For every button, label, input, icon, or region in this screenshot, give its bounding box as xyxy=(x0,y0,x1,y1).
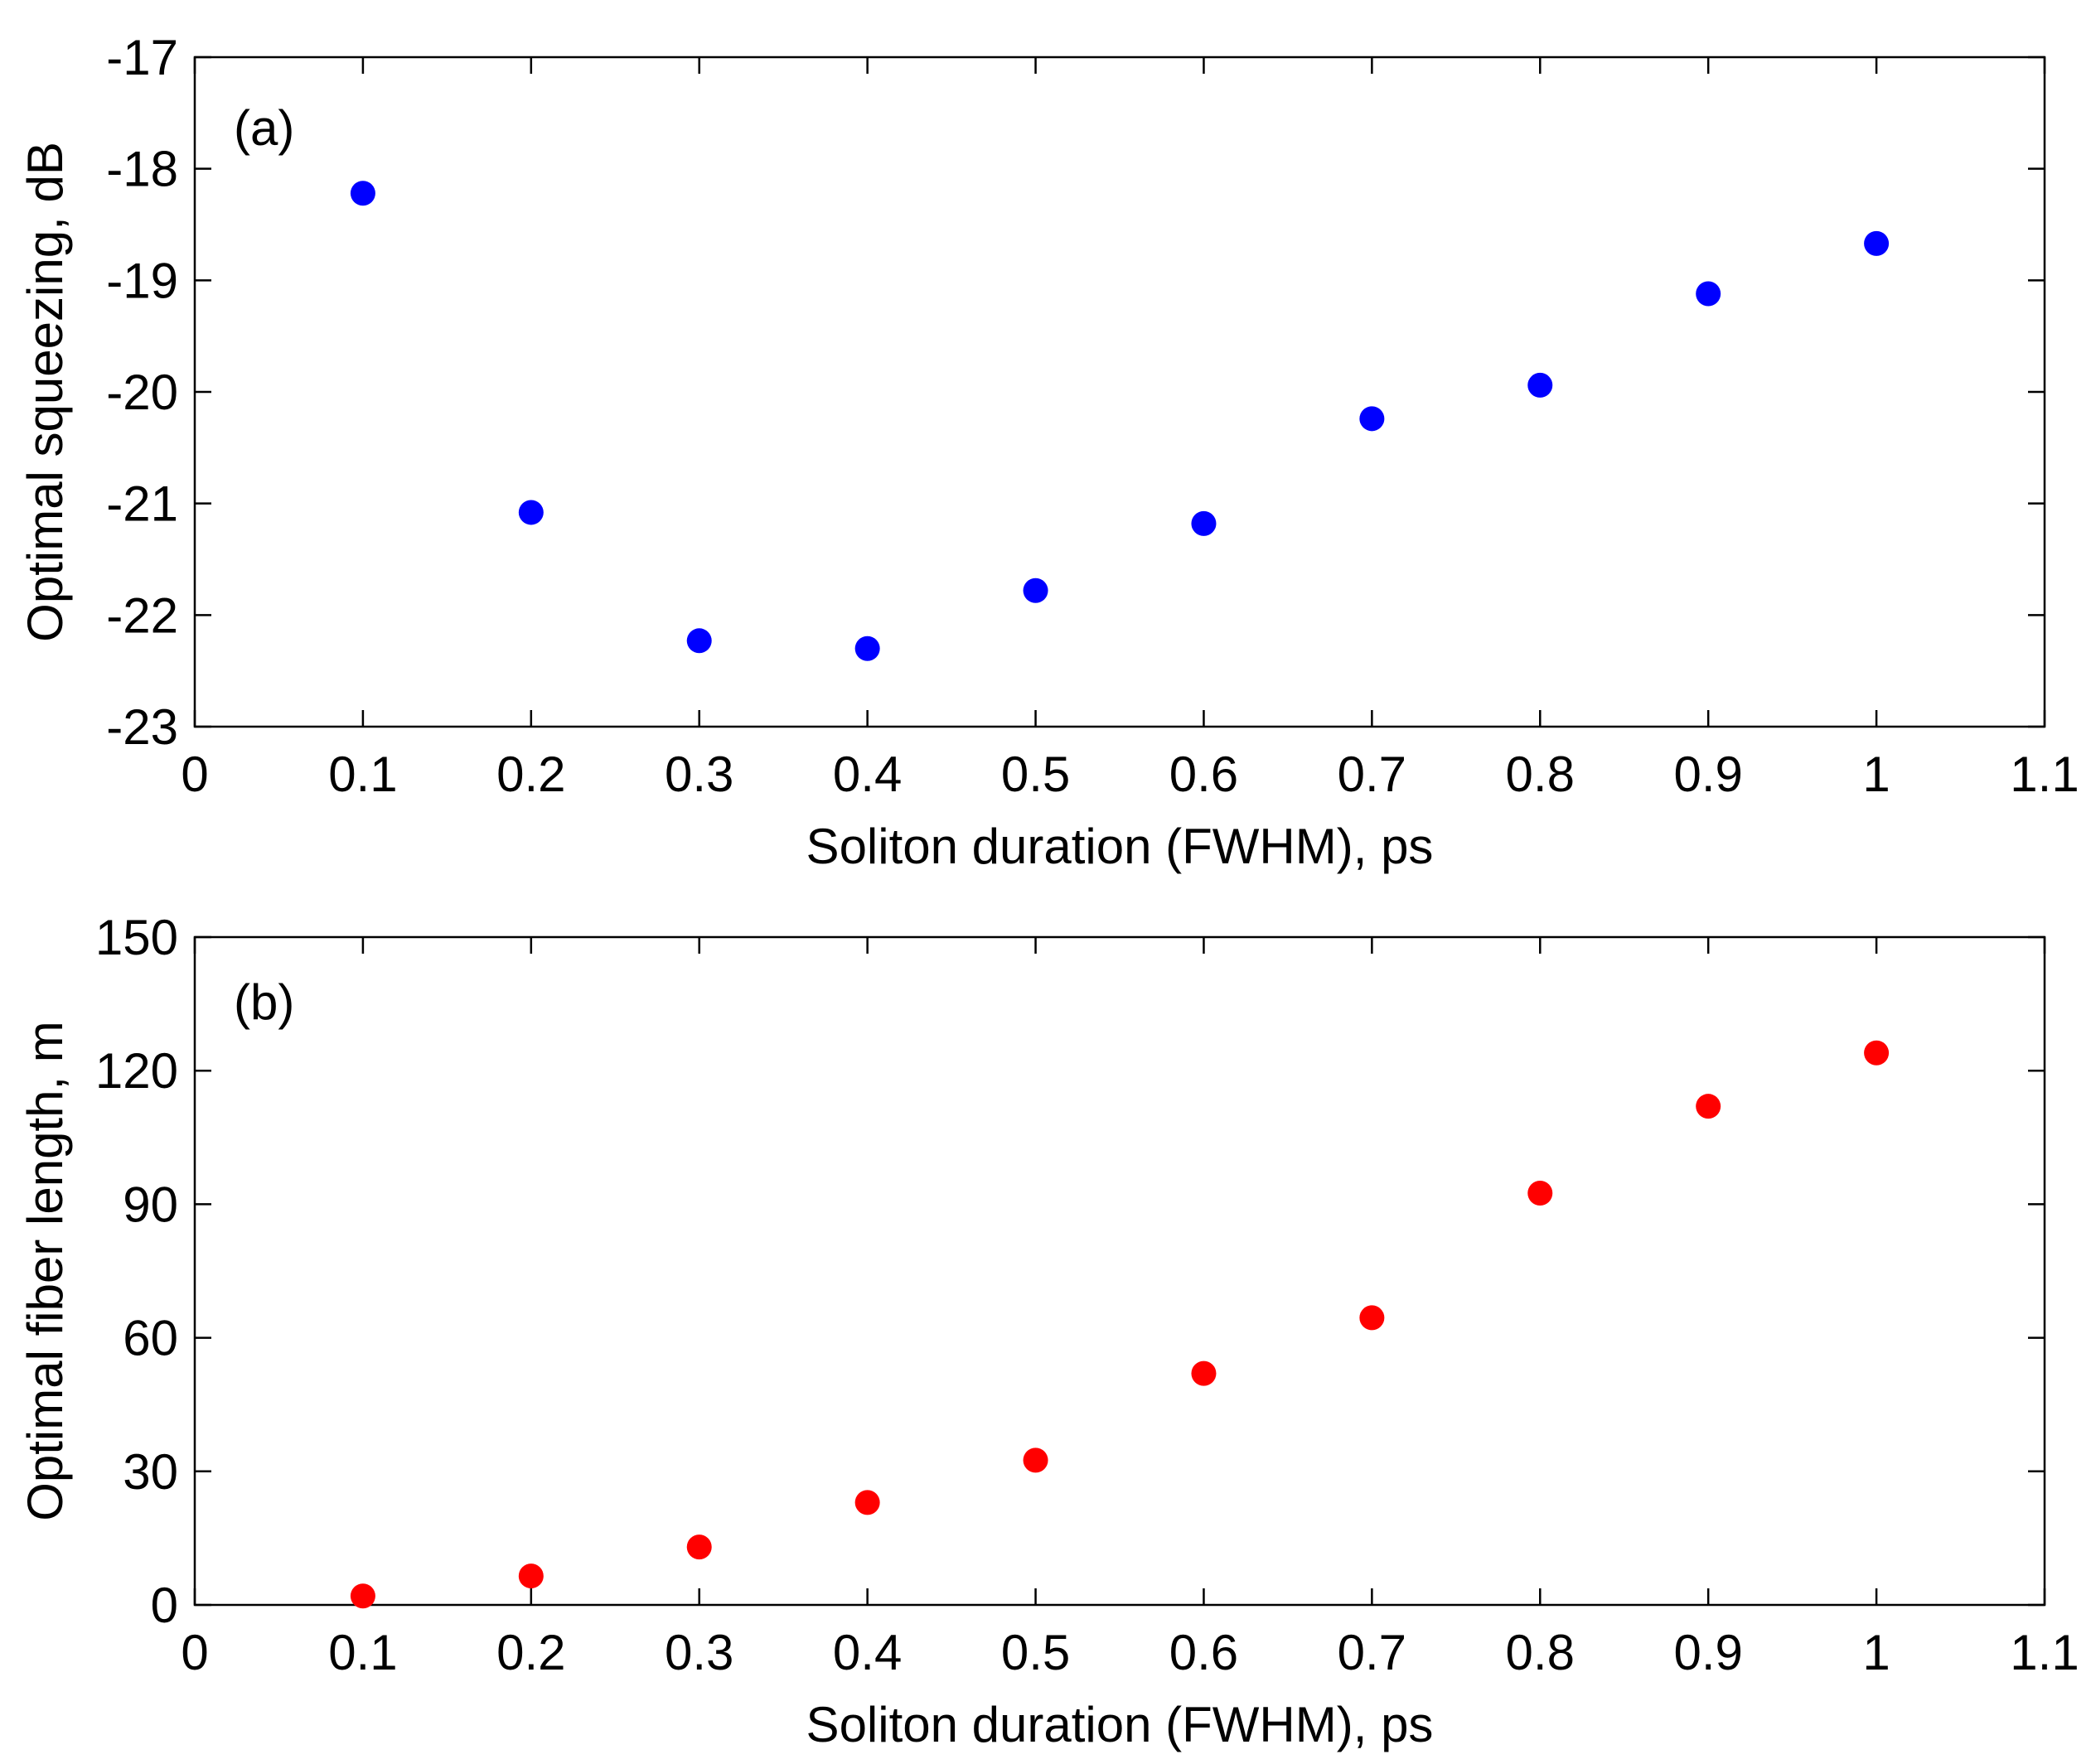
data-point xyxy=(1023,578,1048,603)
x-tick-label: 0.4 xyxy=(833,1625,902,1680)
x-tick-label: 0.5 xyxy=(1001,1625,1070,1680)
data-point xyxy=(1359,1305,1385,1331)
y-tick-label: -20 xyxy=(106,365,178,420)
x-tick-label: 0.1 xyxy=(328,747,397,802)
y-tick-label: 30 xyxy=(123,1444,178,1500)
x-tick-label: 0.2 xyxy=(496,747,565,802)
x-tick-label: 0.5 xyxy=(1001,747,1070,802)
y-tick-label: 0 xyxy=(151,1578,178,1633)
x-tick-label: 0.6 xyxy=(1169,747,1238,802)
x-tick-label: 1.1 xyxy=(2010,747,2079,802)
panel-b: 0 0.1 0.2 0.3 0.4 0.5 0.6 0.7 0.8 0.9 1 1.1 0 30 60 90 1… xyxy=(17,910,2079,1752)
x-tick-label: 0.7 xyxy=(1338,747,1406,802)
x-tick-label: 0 xyxy=(181,1625,208,1680)
data-point xyxy=(686,628,712,654)
y-tick-label: -19 xyxy=(106,253,178,308)
x-tick-label: 1 xyxy=(1862,1625,1890,1680)
x-tick-label: 0.7 xyxy=(1338,1625,1406,1680)
data-point xyxy=(686,1534,712,1560)
data-point xyxy=(854,1490,880,1515)
data-point xyxy=(518,500,544,525)
y-tick-label: -17 xyxy=(106,30,178,85)
axes-frame xyxy=(193,56,2046,728)
panel-label: (a) xyxy=(234,100,294,156)
x-tick-label: 0.4 xyxy=(833,747,902,802)
x-tick-label: 0.8 xyxy=(1506,1625,1575,1680)
y-tick-label: -22 xyxy=(106,587,178,643)
x-tick-label: 0.1 xyxy=(328,1625,397,1680)
x-tick-label: 0.9 xyxy=(1673,1625,1742,1680)
y-tick-label: 60 xyxy=(123,1311,178,1366)
y-tick-label: -23 xyxy=(106,699,178,755)
x-tick-label: 0.9 xyxy=(1673,747,1742,802)
data-point xyxy=(350,181,375,206)
data-point xyxy=(1023,1447,1048,1473)
x-axis-label: Soliton duration (FWHM), ps xyxy=(806,1697,1434,1752)
data-point xyxy=(350,1583,375,1609)
data-point xyxy=(1696,1094,1721,1119)
x-tick-label: 1 xyxy=(1862,747,1890,802)
y-tick-label: -21 xyxy=(106,476,178,532)
y-axis-label: Optimal fiber length, m xyxy=(17,1021,73,1521)
panel-a: 0 0.1 0.2 0.3 0.4 0.5 0.6 0.7 0.8 0.9 1 1.1 -23 -22 -2… xyxy=(17,30,2079,874)
x-tick-label: 0.3 xyxy=(665,747,733,802)
y-tick-label: 120 xyxy=(95,1043,178,1099)
data-point xyxy=(1527,372,1553,398)
x-tick-label: 0.6 xyxy=(1169,1625,1238,1680)
y-tick-label: 150 xyxy=(95,910,178,965)
y-tick-label: 90 xyxy=(123,1177,178,1232)
data-point xyxy=(1359,406,1385,432)
data-point xyxy=(1864,1040,1890,1066)
x-tick-label: 0 xyxy=(181,747,208,802)
data-point xyxy=(1191,1360,1217,1386)
data-point xyxy=(1864,230,1890,256)
axes-frame xyxy=(193,935,2046,1607)
x-tick-label: 1.1 xyxy=(2010,1625,2079,1680)
data-point xyxy=(1696,281,1721,307)
x-tick-label: 0.3 xyxy=(665,1625,733,1680)
y-axis-label: Optimal squeezing, dB xyxy=(17,142,73,642)
data-point xyxy=(518,1563,544,1589)
x-tick-label: 0.2 xyxy=(496,1625,565,1680)
data-point xyxy=(1191,510,1217,536)
x-tick-label: 0.8 xyxy=(1506,747,1575,802)
y-tick-label: -18 xyxy=(106,142,178,197)
data-point xyxy=(854,636,880,661)
panel-label: (b) xyxy=(234,974,294,1030)
data-point xyxy=(1527,1180,1553,1206)
x-axis-label: Soliton duration (FWHM), ps xyxy=(806,819,1434,874)
